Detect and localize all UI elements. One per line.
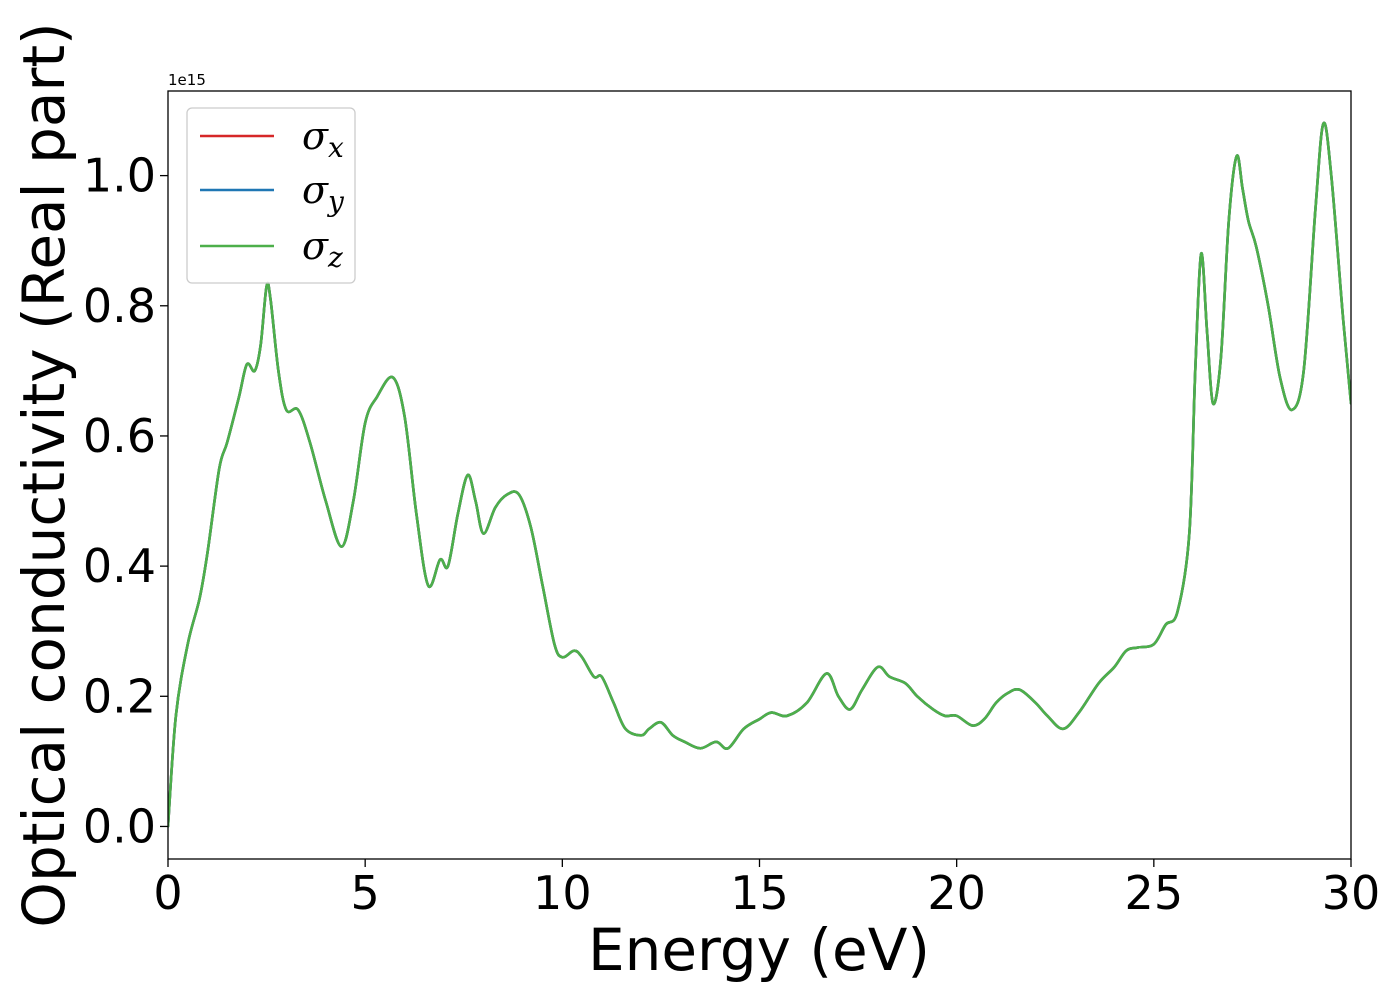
x-axis-label: Energy (eV) — [588, 916, 930, 984]
x-tick-label: 0 — [153, 866, 182, 920]
y-tick-label: 0.6 — [83, 409, 156, 463]
x-tick-label: 30 — [1322, 866, 1381, 920]
legend-subscript: x — [328, 131, 344, 164]
legend-symbol: σ — [302, 168, 329, 212]
y-tick-label: 0.0 — [83, 799, 156, 853]
legend-label-y: σy — [302, 168, 345, 218]
legend-subscript: y — [326, 185, 345, 218]
y-axis-label: Optical conductivity (Real part) — [10, 22, 78, 927]
y-tick-label: 0.2 — [83, 669, 156, 723]
legend-subscript: z — [327, 241, 343, 274]
data-lines — [168, 121, 1351, 828]
x-tick-label: 20 — [927, 866, 986, 920]
legend-label-z: σz — [302, 224, 343, 274]
legend-label-x: σx — [302, 114, 344, 164]
legend-box — [186, 107, 356, 284]
y-axis: 0.0 0.2 0.4 0.6 0.8 1.0 — [83, 149, 168, 853]
legend-symbol: σ — [302, 114, 329, 158]
y-offset-label: 1e15 — [168, 71, 206, 89]
x-tick-label: 25 — [1125, 866, 1184, 920]
x-tick-label: 5 — [351, 866, 380, 920]
x-tick-label: 10 — [533, 866, 592, 920]
x-axis: 0 5 10 15 20 25 30 — [153, 859, 1380, 920]
legend-symbol: σ — [302, 224, 329, 268]
x-tick-label: 15 — [730, 866, 789, 920]
y-tick-label: 0.8 — [83, 279, 156, 333]
series-line-z — [168, 121, 1351, 828]
y-tick-label: 1.0 — [83, 149, 156, 203]
y-tick-label: 0.4 — [83, 539, 156, 593]
